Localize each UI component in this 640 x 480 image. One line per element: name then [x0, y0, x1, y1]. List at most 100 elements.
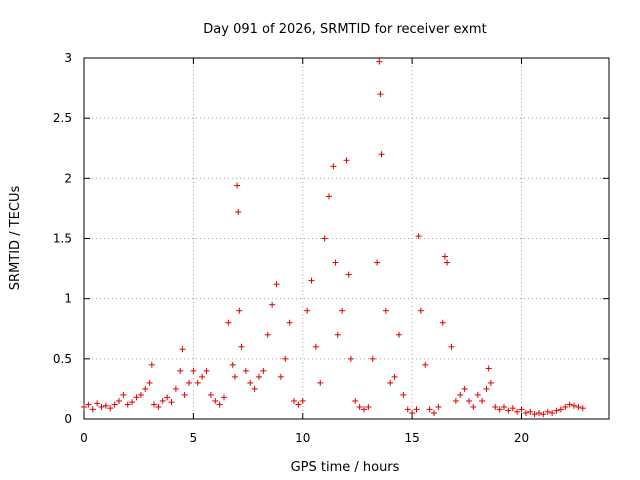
data-point — [286, 319, 293, 326]
data-point — [238, 343, 245, 350]
data-point — [312, 343, 319, 350]
data-point — [194, 379, 201, 386]
data-point — [417, 307, 424, 314]
data-point — [509, 405, 516, 412]
data-point — [549, 409, 556, 416]
axis-ticks — [83, 57, 609, 420]
data-point — [448, 343, 455, 350]
x-tick-label: 10 — [295, 431, 310, 445]
y-tick-label: 3 — [64, 51, 72, 65]
data-point — [168, 399, 175, 406]
data-point — [116, 397, 122, 404]
data-point — [575, 403, 582, 410]
data-point — [107, 405, 114, 412]
data-point — [304, 307, 311, 314]
data-point — [492, 403, 499, 410]
x-tick-labels: 0 5 10 15 20 — [80, 431, 529, 445]
data-point — [377, 91, 384, 98]
data-point — [81, 403, 87, 410]
data-point — [382, 307, 389, 314]
data-point — [124, 401, 131, 408]
data-point — [470, 403, 477, 410]
data-point — [299, 397, 306, 404]
data-point — [142, 385, 149, 392]
data-point — [190, 367, 197, 374]
data-point — [452, 397, 459, 404]
data-point — [444, 259, 451, 266]
data-point — [291, 397, 297, 404]
y-axis-title: SRMTID / TECUs — [8, 186, 23, 291]
x-tick-label: 20 — [514, 431, 529, 445]
data-point — [203, 367, 210, 374]
data-point — [251, 385, 258, 392]
data-point — [321, 235, 328, 242]
data-point — [221, 394, 227, 401]
data-point — [179, 346, 186, 353]
data-point — [387, 379, 394, 386]
data-point — [308, 277, 315, 284]
data-point — [277, 373, 284, 380]
data-point — [522, 409, 529, 416]
x-tick-label: 5 — [190, 431, 198, 445]
data-point — [317, 379, 324, 386]
data-point — [102, 402, 109, 409]
data-point — [531, 411, 538, 418]
data-point — [260, 367, 267, 374]
plot-frame — [83, 57, 610, 420]
data-point — [199, 373, 206, 380]
data-point — [487, 379, 494, 386]
data-point — [422, 361, 429, 368]
y-tick-label: 1.5 — [53, 232, 72, 246]
data-point — [347, 355, 354, 362]
data-point — [365, 403, 372, 410]
data-point — [356, 403, 363, 410]
data-point — [409, 409, 416, 416]
grid-lines — [84, 58, 609, 419]
data-point — [164, 394, 171, 401]
data-point — [234, 182, 241, 189]
data-point — [540, 411, 547, 418]
data-point — [186, 379, 192, 386]
data-point — [501, 403, 507, 410]
data-point — [89, 406, 96, 413]
data-point — [461, 385, 468, 392]
data-point — [148, 361, 155, 368]
data-point — [557, 406, 564, 413]
data-point — [133, 394, 140, 401]
data-point — [332, 259, 339, 266]
data-point — [247, 379, 254, 386]
x-tick-label: 15 — [404, 431, 419, 445]
data-point — [231, 373, 238, 380]
x-tick-label: 0 — [80, 431, 88, 445]
data-point — [374, 259, 381, 266]
data-point — [172, 385, 179, 392]
data-point — [579, 405, 586, 412]
y-tick-label: 0.5 — [53, 352, 72, 366]
data-point — [207, 391, 214, 398]
data-point — [159, 397, 166, 404]
data-point — [111, 401, 118, 408]
data-point — [378, 151, 385, 158]
data-point — [426, 406, 433, 413]
data-point — [441, 253, 448, 260]
data-point — [400, 391, 407, 398]
data-point — [496, 406, 503, 413]
y-tick-label: 0 — [64, 412, 72, 426]
data-point — [334, 331, 341, 338]
data-point — [212, 397, 219, 404]
data-point — [536, 409, 542, 416]
data-point — [485, 365, 492, 372]
y-tick-label: 2 — [64, 171, 72, 185]
data-point — [466, 397, 472, 404]
data-point — [264, 331, 271, 338]
data-point — [566, 401, 573, 408]
data-point — [396, 331, 402, 338]
data-point — [413, 406, 420, 413]
data-point — [235, 209, 242, 216]
data-point — [474, 391, 481, 398]
y-tick-label: 2.5 — [53, 111, 72, 125]
data-point — [216, 401, 223, 408]
data-point — [439, 319, 446, 326]
chart-title: Day 091 of 2026, SRMTID for receiver exm… — [203, 22, 486, 37]
